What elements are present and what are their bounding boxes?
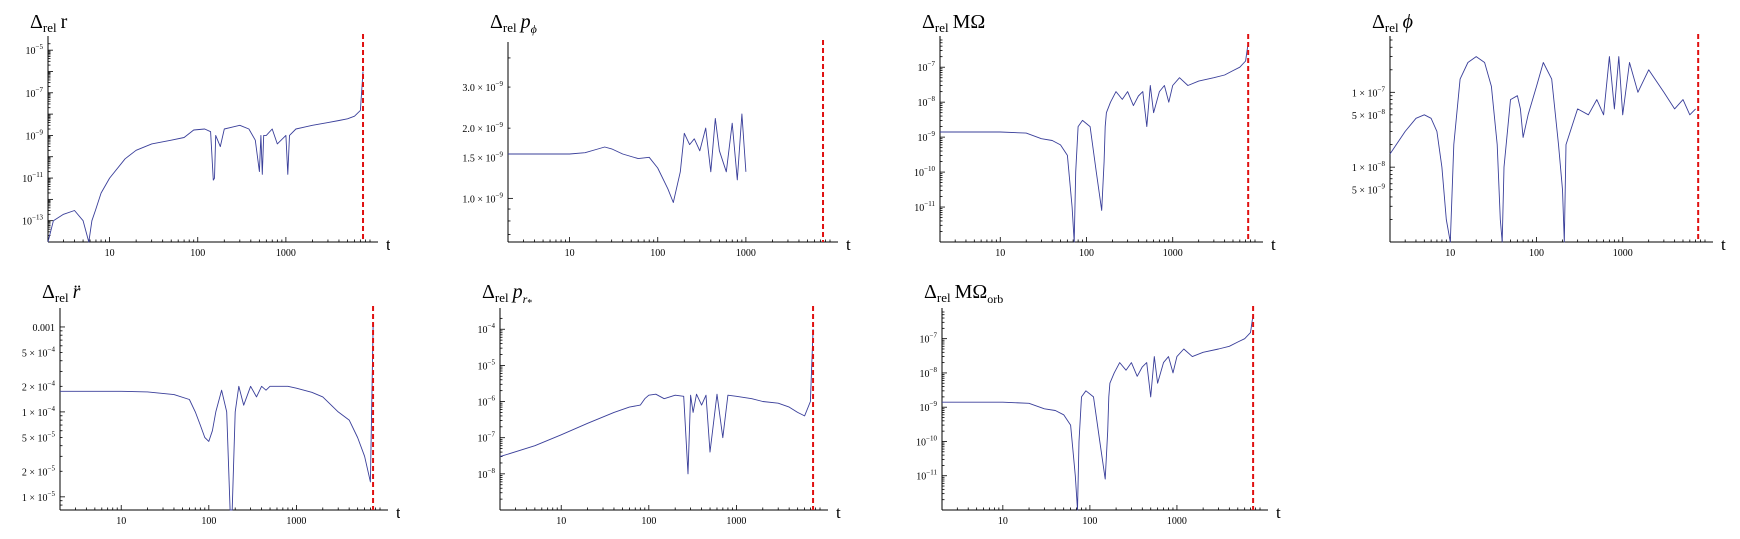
- x-axis-label: t: [846, 235, 851, 254]
- x-tick-label: 10: [1445, 248, 1455, 259]
- chart-title: Δrel MΩ: [922, 11, 985, 35]
- x-tick-label: 1000: [1163, 248, 1183, 259]
- x-tick-label: 100: [1082, 516, 1097, 527]
- x-tick-label: 1000: [726, 516, 746, 527]
- series-line: [499, 329, 814, 475]
- chart-svg-dphi: Δrel ϕ 10 100 1000 t 1 × 10−7 5 × 10−8 1 × 10−8 5…: [1352, 11, 1726, 259]
- y-tick-label: 10−13: [22, 214, 43, 228]
- series-line: [47, 71, 364, 243]
- chart-title: Δrel ϕ: [1372, 11, 1413, 35]
- x-tick-label: 10: [105, 248, 115, 259]
- y-tick-label: 10−11: [22, 171, 43, 185]
- y-tick-label: 1 × 10−5: [22, 490, 56, 504]
- chart-panel-dr: Δrel r 10 100 1000 t 10−5 10−7 10−9 10−11 10−13: [10, 0, 391, 265]
- chart-svg-dpphi: Δrel pϕ 10 100 1000 t 3.0 × 10−9 2.0 × 10−9 1.5 …: [462, 11, 851, 259]
- x-axis-label: t: [1271, 235, 1276, 254]
- series-line: [60, 326, 374, 511]
- y-tick-label: 3.0 × 10−9: [462, 80, 503, 94]
- x-axis-label: t: [1276, 503, 1281, 522]
- x-tick-label: 100: [641, 516, 656, 527]
- chart-title: Δrel pr*: [482, 281, 532, 309]
- x-axis-label: t: [396, 503, 400, 522]
- y-tick-label: 2 × 10−5: [22, 464, 56, 478]
- chart-svg-dmomega: Δrel MΩ 10 100 1000 t 10−7 10−8 10−9 10−10 10−11: [914, 11, 1276, 259]
- x-tick-label: 1000: [1167, 516, 1187, 527]
- y-tick-label: 1 × 10−4: [22, 405, 56, 419]
- x-tick-label: 1000: [286, 516, 306, 527]
- x-tick-label: 10: [998, 516, 1008, 527]
- x-tick-label: 10: [116, 516, 126, 527]
- y-tick-label: 10−7: [918, 60, 936, 74]
- y-tick-label: 0.001: [33, 323, 56, 334]
- x-tick-label: 10: [556, 516, 566, 527]
- x-tick-label: 100: [190, 248, 205, 259]
- x-tick-label: 100: [1529, 248, 1544, 259]
- series-line: [1389, 56, 1696, 243]
- y-tick-label: 5 × 10−8: [1352, 108, 1386, 122]
- y-tick-label: 2.0 × 10−9: [462, 121, 503, 135]
- y-tick-label: 10−6: [478, 395, 496, 409]
- chart-svg-drdd: Δrel r̈ 10 100 1000 t 0.001 5 × 10−4 2 × 10−4 1 ×…: [22, 281, 401, 527]
- series-line: [942, 314, 1254, 511]
- x-tick-label: 100: [1079, 248, 1094, 259]
- y-tick-label: 10−9: [920, 400, 938, 414]
- y-tick-label: 10−9: [26, 128, 44, 142]
- y-tick-label: 5 × 10−5: [22, 430, 56, 444]
- x-tick-label: 10: [565, 248, 575, 259]
- y-tick-label: 1 × 10−8: [1352, 160, 1386, 174]
- y-tick-label: 10−5: [478, 358, 496, 372]
- chart-panel-drdd: Δrel r̈ 10 100 1000 t 0.001 5 × 10−4 2 × 10−4 1 ×…: [10, 270, 401, 535]
- chart-panel-dmomega: Δrel MΩ 10 100 1000 t 10−7 10−8 10−9 10−10 10−11: [880, 0, 1290, 265]
- y-tick-label: 10−7: [920, 332, 938, 346]
- chart-panel-dpphi: Δrel pϕ 10 100 1000 t 3.0 × 10−9 2.0 × 10−9 1.5 …: [440, 0, 860, 265]
- y-tick-label: 1.5 × 10−9: [462, 150, 503, 164]
- y-tick-label: 10−4: [478, 322, 496, 336]
- y-tick-label: 10−8: [920, 366, 938, 380]
- chart-panel-dphi: Δrel ϕ 10 100 1000 t 1 × 10−7 5 × 10−8 1 × 10−8 5…: [1340, 0, 1740, 265]
- series-line: [508, 113, 747, 203]
- y-tick-label: 1 × 10−7: [1352, 85, 1386, 99]
- x-tick-label: 1000: [1613, 248, 1633, 259]
- chart-title: Δrel r: [30, 11, 68, 35]
- x-tick-label: 1000: [276, 248, 296, 259]
- chart-svg-dprs: Δrel pr* 10 100 1000 t 10−4 10−5 10−6 10−7 10−8: [478, 281, 841, 527]
- y-tick-label: 10−7: [478, 431, 496, 445]
- y-tick-label: 10−8: [478, 467, 496, 481]
- x-axis-label: t: [1721, 235, 1726, 254]
- chart-title: Δrel r̈: [42, 281, 81, 305]
- series-line: [940, 42, 1249, 243]
- x-tick-label: 100: [201, 516, 216, 527]
- y-tick-label: 1.0 × 10−9: [462, 191, 503, 205]
- y-tick-label: 10−5: [26, 43, 44, 57]
- x-tick-label: 100: [650, 248, 665, 259]
- y-tick-label: 5 × 10−9: [1352, 183, 1386, 197]
- chart-svg-dmomegaorb: Δrel MΩorb 10 100 1000 t 10−7 10−8 10−9 10−10 10−1…: [916, 281, 1281, 527]
- x-tick-label: 10: [995, 248, 1005, 259]
- x-axis-label: t: [836, 503, 841, 522]
- x-tick-label: 1000: [736, 248, 756, 259]
- chart-panel-dmomegaorb: Δrel MΩorb 10 100 1000 t 10−7 10−8 10−9 10−10 10−1…: [880, 270, 1290, 535]
- chart-title: Δrel pϕ: [490, 11, 537, 36]
- y-tick-label: 10−11: [916, 469, 937, 483]
- y-tick-label: 10−11: [914, 200, 935, 214]
- y-tick-label: 2 × 10−4: [22, 379, 56, 393]
- y-tick-label: 10−10: [916, 434, 937, 448]
- chart-panel-dprs: Δrel pr* 10 100 1000 t 10−4 10−5 10−6 10−7 10−8: [440, 270, 860, 535]
- chart-svg-dr: Δrel r 10 100 1000 t 10−5 10−7 10−9 10−11 10−13: [22, 11, 391, 259]
- y-tick-label: 10−7: [26, 86, 44, 100]
- y-tick-label: 10−9: [918, 130, 936, 144]
- y-tick-label: 5 × 10−4: [22, 346, 56, 360]
- y-tick-label: 10−10: [914, 165, 935, 179]
- y-tick-label: 10−8: [918, 95, 936, 109]
- x-axis-label: t: [386, 235, 390, 254]
- chart-title: Δrel MΩorb: [924, 281, 1003, 306]
